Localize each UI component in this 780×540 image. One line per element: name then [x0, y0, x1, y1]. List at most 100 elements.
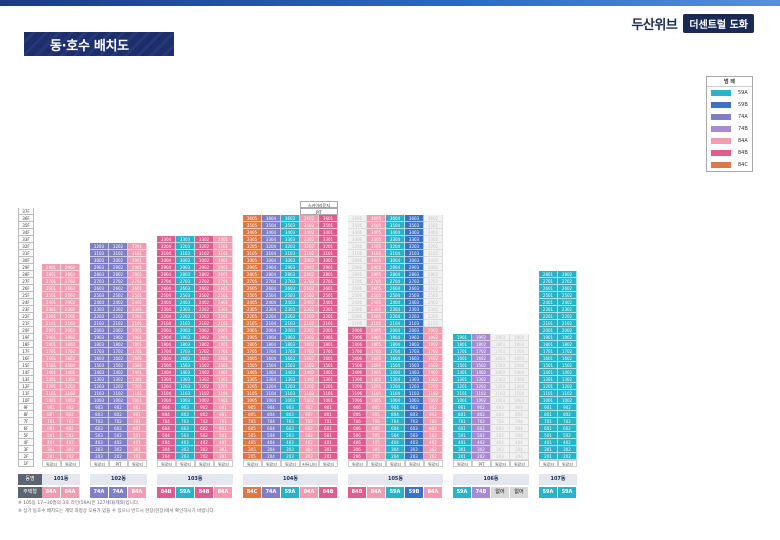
unit-cell[interactable]: 3003 [90, 257, 109, 264]
unit-cell[interactable]: 1702 [195, 348, 214, 355]
unit-cell[interactable]: 2702 [424, 278, 443, 285]
unit-cell[interactable]: 2703 [90, 278, 109, 285]
unit-cell[interactable]: 3203 [405, 243, 424, 250]
unit-cell[interactable]: 1902 [61, 334, 80, 341]
unit-cell[interactable]: 1002 [61, 397, 80, 404]
unit-cell[interactable]: 3505 [367, 222, 386, 229]
unit-cell[interactable]: 301 [128, 446, 147, 453]
unit-cell[interactable]: 1104 [262, 390, 281, 397]
unit-cell[interactable]: 1602 [109, 355, 128, 362]
unit-cell[interactable]: 1002 [300, 397, 319, 404]
unit-cell[interactable]: 802 [300, 411, 319, 418]
unit-cell[interactable]: 3001 [319, 257, 338, 264]
unit-cell[interactable]: 401 [42, 439, 61, 446]
unit-cell[interactable]: 3304 [262, 236, 281, 243]
unit-cell[interactable]: 601 [539, 425, 558, 432]
unit-cell[interactable]: 1404 [262, 369, 281, 376]
unit-cell[interactable]: 901 [128, 404, 147, 411]
unit-cell[interactable]: 1701 [319, 348, 338, 355]
unit-cell[interactable]: 1704 [386, 348, 405, 355]
unit-cell[interactable]: 301 [214, 446, 233, 453]
unit-cell[interactable]: 1402 [61, 369, 80, 376]
unit-cell[interactable]: 502 [61, 432, 80, 439]
unit-cell[interactable]: 2902 [109, 264, 128, 271]
unit-cell[interactable]: 1401 [128, 369, 147, 376]
unit-cell[interactable]: 1304 [262, 376, 281, 383]
unit-cell[interactable]: 901 [42, 404, 61, 411]
unit-cell[interactable]: 3106 [348, 250, 367, 257]
unit-cell[interactable]: 3202 [195, 243, 214, 250]
unit-cell[interactable]: 3204 [157, 243, 176, 250]
unit-cell[interactable]: 1902 [472, 334, 491, 341]
unit-cell[interactable]: 905 [367, 404, 386, 411]
unit-cell[interactable]: 3203 [176, 243, 195, 250]
unit-cell[interactable]: 1604 [262, 355, 281, 362]
unit-cell[interactable]: 701 [453, 418, 472, 425]
unit-cell[interactable]: 402 [109, 439, 128, 446]
unit-cell[interactable]: 505 [243, 432, 262, 439]
unit-cell[interactable]: 2802 [195, 271, 214, 278]
unit-cell[interactable]: 2104 [157, 320, 176, 327]
unit-cell[interactable]: 2506 [348, 292, 367, 299]
unit-cell[interactable]: 1603 [491, 355, 510, 362]
unit-cell[interactable]: 1305 [243, 376, 262, 383]
unit-cell[interactable]: 205 [243, 453, 262, 460]
unit-cell[interactable]: 1405 [367, 369, 386, 376]
unit-cell[interactable]: 2802 [61, 271, 80, 278]
unit-cell[interactable]: 306 [348, 446, 367, 453]
unit-cell[interactable]: 202 [61, 453, 80, 460]
unit-cell[interactable]: 201 [453, 453, 472, 460]
unit-cell[interactable]: 1003 [405, 397, 424, 404]
unit-cell[interactable]: 1502 [109, 362, 128, 369]
unit-cell[interactable]: 3102 [300, 250, 319, 257]
unit-cell[interactable]: 1402 [109, 369, 128, 376]
unit-cell[interactable]: 1905 [243, 334, 262, 341]
unit-cell[interactable]: 2302 [300, 306, 319, 313]
unit-cell[interactable]: 2001 [214, 327, 233, 334]
unit-cell[interactable]: 1004 [262, 397, 281, 404]
unit-cell[interactable]: 403 [90, 439, 109, 446]
unit-cell[interactable]: 3101 [319, 250, 338, 257]
unit-cell[interactable]: 802 [195, 411, 214, 418]
unit-cell[interactable]: 1602 [472, 355, 491, 362]
unit-cell[interactable]: 1102 [300, 390, 319, 397]
unit-cell[interactable]: 1104 [510, 390, 529, 397]
unit-cell[interactable]: 505 [367, 432, 386, 439]
unit-cell[interactable]: 702 [195, 418, 214, 425]
unit-cell[interactable]: 1503 [405, 362, 424, 369]
unit-cell[interactable]: 2605 [367, 285, 386, 292]
unit-cell[interactable]: 1602 [300, 355, 319, 362]
unit-cell[interactable]: 502 [472, 432, 491, 439]
unit-cell[interactable]: 2201 [539, 313, 558, 320]
unit-cell[interactable]: 1901 [42, 334, 61, 341]
unit-cell[interactable]: 1404 [386, 369, 405, 376]
unit-cell[interactable]: 502 [424, 432, 443, 439]
unit-cell[interactable]: 1803 [176, 341, 195, 348]
unit-cell[interactable]: 1505 [243, 362, 262, 369]
unit-cell[interactable]: 202 [300, 453, 319, 460]
unit-cell[interactable]: 1201 [319, 383, 338, 390]
unit-cell[interactable]: 2304 [386, 306, 405, 313]
unit-cell[interactable]: 1601 [453, 355, 472, 362]
unit-cell[interactable]: 1202 [195, 383, 214, 390]
unit-cell[interactable]: 2203 [281, 313, 300, 320]
unit-cell[interactable]: 1903 [90, 334, 109, 341]
unit-cell[interactable]: 1902 [558, 334, 577, 341]
unit-cell[interactable]: 2503 [90, 292, 109, 299]
unit-cell[interactable]: 2003 [90, 327, 109, 334]
unit-cell[interactable]: 2202 [300, 313, 319, 320]
unit-cell[interactable]: 2003 [405, 327, 424, 334]
unit-cell[interactable]: 202 [109, 453, 128, 460]
unit-cell[interactable]: 3404 [386, 229, 405, 236]
unit-cell[interactable]: 2603 [90, 285, 109, 292]
unit-cell[interactable]: 1703 [281, 348, 300, 355]
unit-cell[interactable]: 3402 [300, 229, 319, 236]
unit-cell[interactable]: 2702 [558, 278, 577, 285]
unit-cell[interactable]: 605 [243, 425, 262, 432]
unit-cell[interactable]: 503 [176, 432, 195, 439]
unit-cell[interactable]: 901 [539, 404, 558, 411]
unit-cell[interactable]: 3305 [243, 236, 262, 243]
unit-cell[interactable]: 1106 [348, 390, 367, 397]
unit-cell[interactable]: 2901 [214, 264, 233, 271]
unit-cell[interactable]: 1501 [319, 362, 338, 369]
